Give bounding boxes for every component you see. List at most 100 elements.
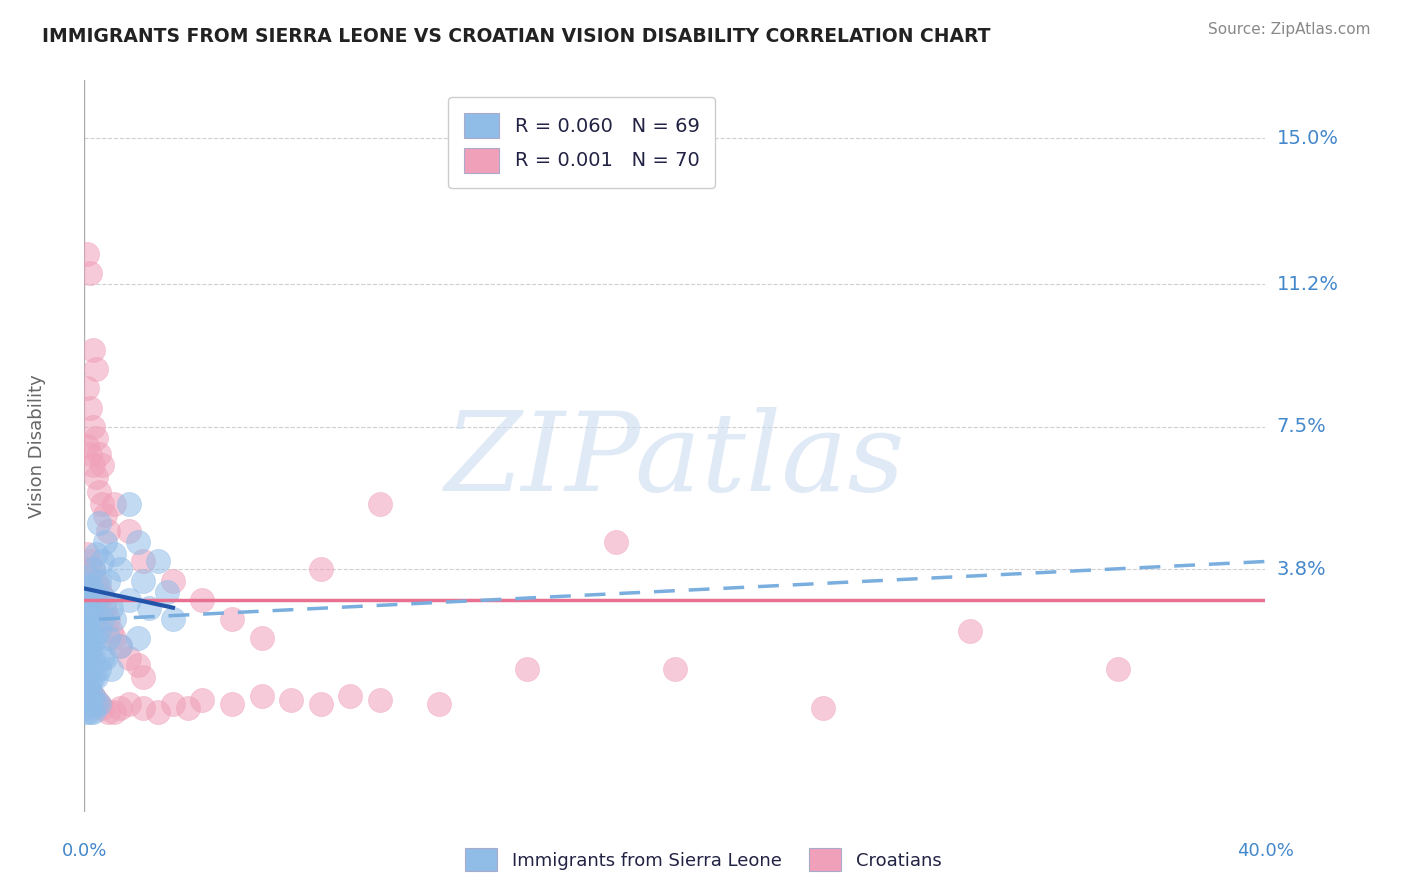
Point — [118, 650, 141, 665]
Point — [82, 690, 104, 704]
Point — [76, 670, 98, 684]
Point — [132, 700, 155, 714]
Point — [94, 593, 117, 607]
Point — [79, 401, 101, 415]
Point — [76, 632, 98, 646]
Point — [79, 577, 101, 591]
Point — [82, 690, 104, 704]
Point — [84, 693, 107, 707]
Point — [127, 632, 149, 646]
Point — [84, 670, 107, 684]
Point — [76, 593, 98, 607]
Point — [94, 535, 117, 549]
Point — [79, 705, 101, 719]
Point — [79, 650, 101, 665]
Point — [84, 593, 107, 607]
Point — [76, 570, 98, 584]
Point — [76, 655, 98, 669]
Point — [97, 612, 120, 626]
Point — [1107, 662, 1129, 676]
Point — [82, 632, 104, 646]
Point — [162, 612, 184, 626]
Point — [221, 612, 243, 626]
Point — [76, 439, 98, 453]
Text: 40.0%: 40.0% — [1237, 842, 1294, 860]
Point — [76, 612, 98, 626]
Point — [605, 535, 627, 549]
Text: Vision Disability: Vision Disability — [28, 374, 46, 518]
Text: 11.2%: 11.2% — [1277, 275, 1339, 293]
Point — [82, 608, 104, 623]
Point — [103, 632, 125, 646]
Text: IMMIGRANTS FROM SIERRA LEONE VS CROATIAN VISION DISABILITY CORRELATION CHART: IMMIGRANTS FROM SIERRA LEONE VS CROATIAN… — [42, 27, 991, 45]
Point — [664, 662, 686, 676]
Point — [79, 266, 101, 280]
Point — [94, 650, 117, 665]
Point — [79, 673, 101, 688]
Point — [162, 574, 184, 588]
Point — [84, 632, 107, 646]
Point — [87, 574, 111, 588]
Point — [91, 458, 114, 473]
Point — [221, 697, 243, 711]
Point — [368, 693, 391, 707]
Point — [79, 593, 101, 607]
Point — [91, 700, 114, 714]
Point — [84, 697, 107, 711]
Point — [79, 697, 101, 711]
Point — [91, 497, 114, 511]
Point — [97, 524, 120, 538]
Point — [959, 624, 981, 638]
Point — [82, 562, 104, 576]
Point — [84, 362, 107, 376]
Point — [148, 554, 170, 568]
Point — [87, 516, 111, 530]
Point — [82, 343, 104, 357]
Point — [108, 562, 131, 576]
Point — [162, 697, 184, 711]
Text: 0.0%: 0.0% — [62, 842, 107, 860]
Point — [280, 693, 302, 707]
Point — [79, 685, 101, 699]
Point — [82, 562, 104, 576]
Point — [87, 697, 111, 711]
Point — [87, 662, 111, 676]
Point — [87, 447, 111, 461]
Point — [118, 497, 141, 511]
Point — [76, 605, 98, 619]
Point — [108, 639, 131, 653]
Point — [87, 485, 111, 500]
Point — [103, 705, 125, 719]
Point — [309, 562, 332, 576]
Point — [79, 624, 101, 638]
Point — [250, 632, 273, 646]
Point — [148, 705, 170, 719]
Legend: R = 0.060   N = 69, R = 0.001   N = 70: R = 0.060 N = 69, R = 0.001 N = 70 — [449, 97, 714, 188]
Point — [82, 419, 104, 434]
Point — [79, 554, 101, 568]
Point — [87, 624, 111, 638]
Point — [76, 693, 98, 707]
Text: 7.5%: 7.5% — [1277, 417, 1326, 436]
Point — [118, 697, 141, 711]
Point — [103, 497, 125, 511]
Point — [76, 685, 98, 699]
Point — [82, 650, 104, 665]
Point — [76, 246, 98, 260]
Point — [82, 585, 104, 599]
Point — [76, 662, 98, 676]
Point — [132, 670, 155, 684]
Point — [250, 690, 273, 704]
Point — [108, 639, 131, 653]
Point — [76, 647, 98, 661]
Point — [309, 697, 332, 711]
Point — [91, 650, 114, 665]
Point — [138, 600, 160, 615]
Point — [94, 508, 117, 523]
Point — [91, 589, 114, 603]
Point — [127, 535, 149, 549]
Point — [87, 697, 111, 711]
Point — [127, 658, 149, 673]
Point — [76, 678, 98, 692]
Point — [79, 662, 101, 676]
